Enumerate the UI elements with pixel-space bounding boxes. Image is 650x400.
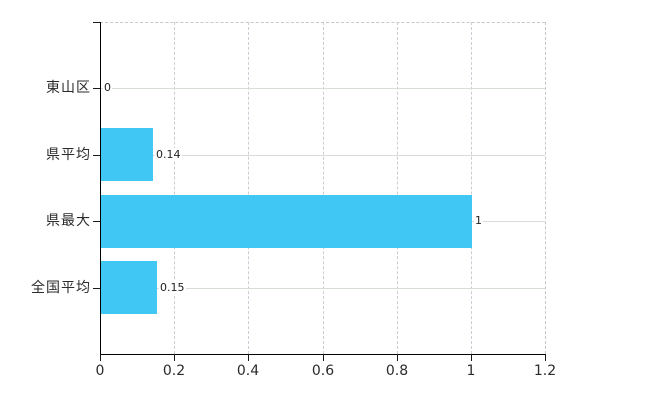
x-tick	[248, 354, 249, 361]
bar	[101, 261, 157, 314]
bar	[101, 195, 472, 248]
x-tick-label: 0.8	[385, 363, 409, 379]
category-label: 全国平均	[31, 280, 91, 296]
x-tick-label: 0.6	[311, 363, 335, 379]
v-gridline	[471, 22, 472, 354]
y-axis-cap-tick	[93, 22, 100, 23]
value-label: 0	[103, 81, 112, 94]
category-label: 県平均	[46, 147, 91, 163]
v-gridline	[397, 22, 398, 354]
h-gridline	[100, 88, 545, 89]
x-tick-label: 0.2	[162, 363, 186, 379]
y-tick	[93, 288, 100, 289]
x-tick	[174, 354, 175, 361]
value-label: 0.14	[155, 148, 182, 161]
bar	[101, 128, 153, 181]
x-tick-label: 1	[466, 363, 476, 379]
x-tick-label: 1.2	[533, 363, 557, 379]
y-tick	[93, 221, 100, 222]
plot-top-border	[100, 22, 545, 23]
h-gridline	[100, 288, 545, 289]
x-tick-label: 0	[95, 363, 105, 379]
x-tick	[471, 354, 472, 361]
y-tick	[93, 88, 100, 89]
x-tick	[323, 354, 324, 361]
y-axis	[100, 22, 101, 355]
h-gridline	[100, 155, 545, 156]
v-gridline	[248, 22, 249, 354]
v-gridline	[323, 22, 324, 354]
plot-right-border	[545, 22, 546, 354]
v-gridline	[174, 22, 175, 354]
value-label: 0.15	[159, 281, 186, 294]
value-label: 1	[474, 214, 483, 227]
x-tick-label: 0.4	[236, 363, 260, 379]
x-tick	[545, 354, 546, 361]
x-tick	[397, 354, 398, 361]
category-label: 県最大	[46, 213, 91, 229]
category-label: 東山区	[46, 80, 91, 96]
x-tick	[100, 354, 101, 361]
y-tick	[93, 155, 100, 156]
